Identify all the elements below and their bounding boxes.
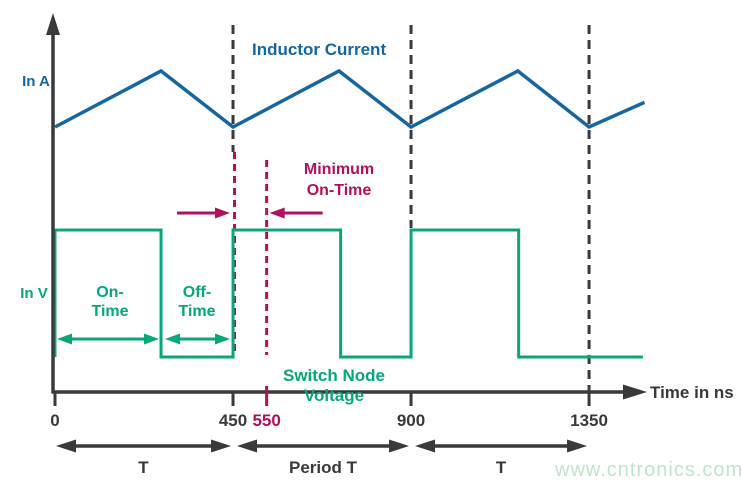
switch-node-voltage-wave xyxy=(53,228,643,359)
x-tick-label-1350: 1350 xyxy=(570,411,608,430)
y-axis-arrowhead xyxy=(46,13,60,35)
min-on-time-right-arrowhead xyxy=(269,207,285,219)
x-tick-label-550: 550 xyxy=(252,411,281,430)
x-axis-label: Time in ns xyxy=(650,383,734,402)
inductor-current-wave xyxy=(54,68,646,130)
x-axis-arrowhead xyxy=(623,384,647,400)
x-tick-label-900: 900 xyxy=(396,411,426,430)
switch-node-voltage-label: Switch Node Voltage xyxy=(282,366,385,405)
x-tick-label-450: 450 xyxy=(218,411,248,430)
y-axis-label-voltage: In V xyxy=(20,285,48,302)
period-span-label-2: T xyxy=(495,458,507,477)
period-span-arrow-2-right-arrowhead xyxy=(567,439,588,453)
inductor-current-label: Inductor Current xyxy=(252,40,387,59)
period-span-label-0: T xyxy=(138,458,149,477)
watermark: www.cntronics.com xyxy=(555,459,742,481)
period-span-label-1: Period T xyxy=(289,458,358,477)
on-time-label: On- Time xyxy=(91,284,129,320)
x-tick-label-0: 0 xyxy=(50,411,60,430)
minimum-on-time-label: Minimum On-Time xyxy=(303,161,375,199)
off-time-label: Off- Time xyxy=(178,284,216,320)
period-span-arrow-1-right-arrowhead xyxy=(389,439,410,453)
period-span-arrow-2-left-arrowhead xyxy=(415,439,436,453)
on-time-arrow-right-arrowhead xyxy=(144,333,160,345)
on-time-arrow-left-arrowhead xyxy=(57,333,72,345)
off-time-arrow-left-arrowhead xyxy=(165,333,181,345)
period-span-arrow-0-left-arrowhead xyxy=(56,439,76,453)
y-axis-label-current: In A xyxy=(22,73,50,90)
period-span-arrow-0-right-arrowhead xyxy=(211,439,232,453)
period-span-arrow-1-left-arrowhead xyxy=(237,439,258,453)
min-on-time-left-arrowhead xyxy=(215,207,231,219)
off-time-arrow-right-arrowhead xyxy=(215,333,231,345)
